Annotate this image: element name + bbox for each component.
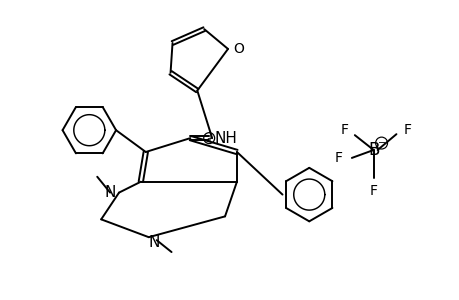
Text: O: O [233, 42, 244, 56]
Text: B: B [367, 141, 379, 159]
Text: F: F [334, 151, 342, 165]
Text: NH: NH [214, 130, 237, 146]
Text: F: F [403, 123, 410, 137]
Text: F: F [369, 184, 377, 198]
Text: N: N [104, 185, 116, 200]
Text: N: N [148, 235, 159, 250]
Text: +: + [206, 134, 212, 142]
Text: −: − [377, 138, 385, 148]
Text: F: F [340, 123, 348, 137]
